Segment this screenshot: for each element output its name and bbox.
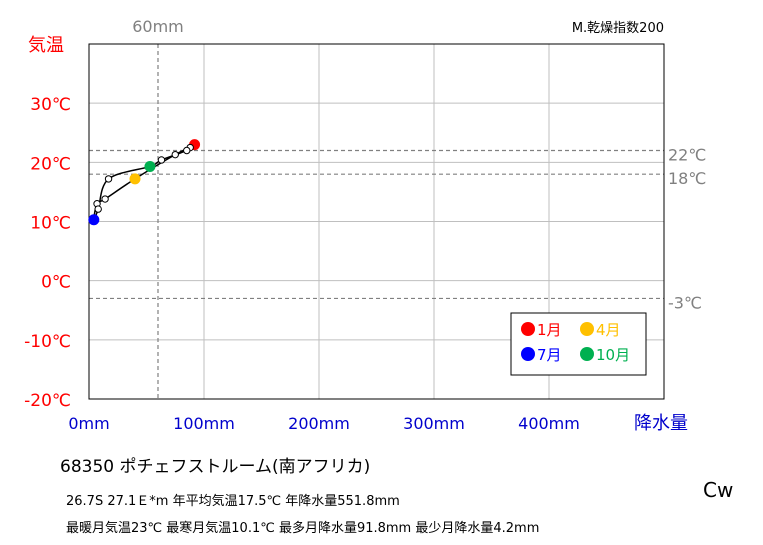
data-point-month-3 <box>171 150 179 159</box>
ref-label-precip: 60mm <box>132 17 184 36</box>
legend-marker <box>580 322 594 336</box>
data-point-month-7 <box>88 214 100 226</box>
legend-label: 10月 <box>596 346 630 364</box>
x-tick-label: 400mm <box>518 414 580 433</box>
ref-label-temp: 18℃ <box>668 169 706 188</box>
data-point-month-11 <box>157 156 166 164</box>
legend-marker <box>580 347 594 361</box>
data-point-month-10 <box>144 160 156 172</box>
y-tick-label: -20℃ <box>24 391 71 411</box>
x-tick-label: 300mm <box>403 414 465 433</box>
ref-label-temp: -3℃ <box>668 293 702 312</box>
dryness-index-label: M.乾燥指数200 <box>572 21 664 36</box>
legend-marker <box>521 322 535 336</box>
y-tick-label: 10℃ <box>30 214 71 234</box>
legend-label: 4月 <box>596 321 621 339</box>
data-point-month-5 <box>101 195 109 203</box>
data-point-month-9 <box>104 175 113 183</box>
ref-label-temp: 22℃ <box>668 146 706 165</box>
y-axis-title: 気温 <box>28 35 64 56</box>
station-name: 68350 ポチェフストルーム(南アフリカ) <box>60 457 371 477</box>
x-tick-label: 200mm <box>288 414 350 433</box>
extremes-summary: 最暖月気温23℃ 最寒月気温10.1℃ 最多月降水量91.8mm 最少月降水量4… <box>66 521 540 536</box>
x-tick-label: 100mm <box>173 414 235 433</box>
legend-marker <box>521 347 535 361</box>
data-point-month-8 <box>94 205 102 213</box>
location-summary: 26.7S 27.1Ｅ*m 年平均気温17.5℃ 年降水量551.8mm <box>66 494 400 509</box>
data-point-month-12 <box>183 146 191 155</box>
climate-class: Cw <box>703 478 734 502</box>
y-tick-label: 30℃ <box>30 95 71 115</box>
x-axis-title: 降水量 <box>634 413 688 434</box>
data-point-month-4 <box>129 173 141 185</box>
x-tick-label: 0mm <box>68 414 109 433</box>
legend-box <box>510 312 647 376</box>
y-tick-label: 0℃ <box>41 273 71 293</box>
legend-label: 1月 <box>537 321 562 339</box>
legend-label: 7月 <box>537 346 562 364</box>
y-tick-label: 20℃ <box>30 154 71 174</box>
y-tick-label: -10℃ <box>24 332 71 352</box>
